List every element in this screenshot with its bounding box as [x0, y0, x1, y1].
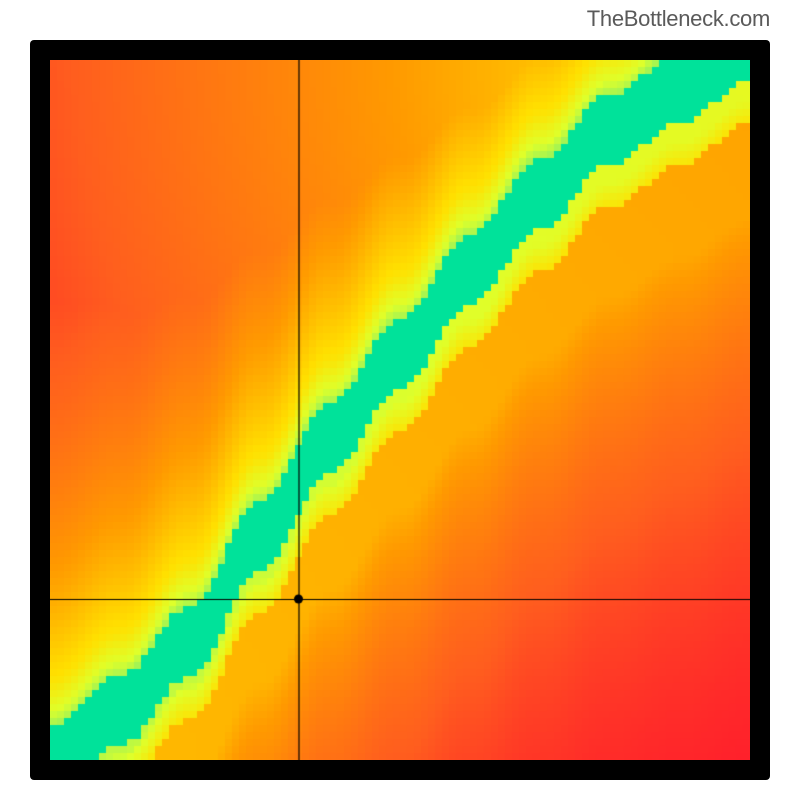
heatmap-canvas [50, 60, 750, 760]
plot-frame [30, 40, 770, 780]
plot-area [50, 60, 750, 760]
attribution-text: TheBottleneck.com [587, 6, 770, 32]
